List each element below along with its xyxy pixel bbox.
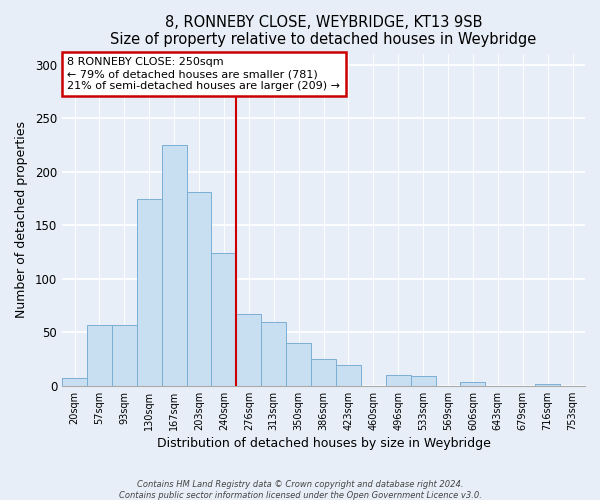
Bar bbox=[261, 322, 286, 386]
Bar bbox=[460, 382, 485, 386]
Bar bbox=[286, 343, 311, 386]
Bar bbox=[87, 325, 112, 386]
Bar bbox=[336, 366, 361, 386]
Bar bbox=[211, 253, 236, 386]
Title: 8, RONNEBY CLOSE, WEYBRIDGE, KT13 9SB
Size of property relative to detached hous: 8, RONNEBY CLOSE, WEYBRIDGE, KT13 9SB Si… bbox=[110, 15, 536, 48]
Bar bbox=[187, 192, 211, 386]
Bar bbox=[62, 378, 87, 386]
Y-axis label: Number of detached properties: Number of detached properties bbox=[15, 122, 28, 318]
Bar bbox=[410, 376, 436, 386]
Bar bbox=[112, 325, 137, 386]
Bar bbox=[236, 314, 261, 386]
Bar bbox=[535, 384, 560, 386]
Bar bbox=[161, 145, 187, 386]
X-axis label: Distribution of detached houses by size in Weybridge: Distribution of detached houses by size … bbox=[157, 437, 490, 450]
Bar bbox=[137, 198, 161, 386]
Text: 8 RONNEBY CLOSE: 250sqm
← 79% of detached houses are smaller (781)
21% of semi-d: 8 RONNEBY CLOSE: 250sqm ← 79% of detache… bbox=[67, 58, 340, 90]
Bar bbox=[386, 375, 410, 386]
Bar bbox=[311, 359, 336, 386]
Text: Contains HM Land Registry data © Crown copyright and database right 2024.
Contai: Contains HM Land Registry data © Crown c… bbox=[119, 480, 481, 500]
